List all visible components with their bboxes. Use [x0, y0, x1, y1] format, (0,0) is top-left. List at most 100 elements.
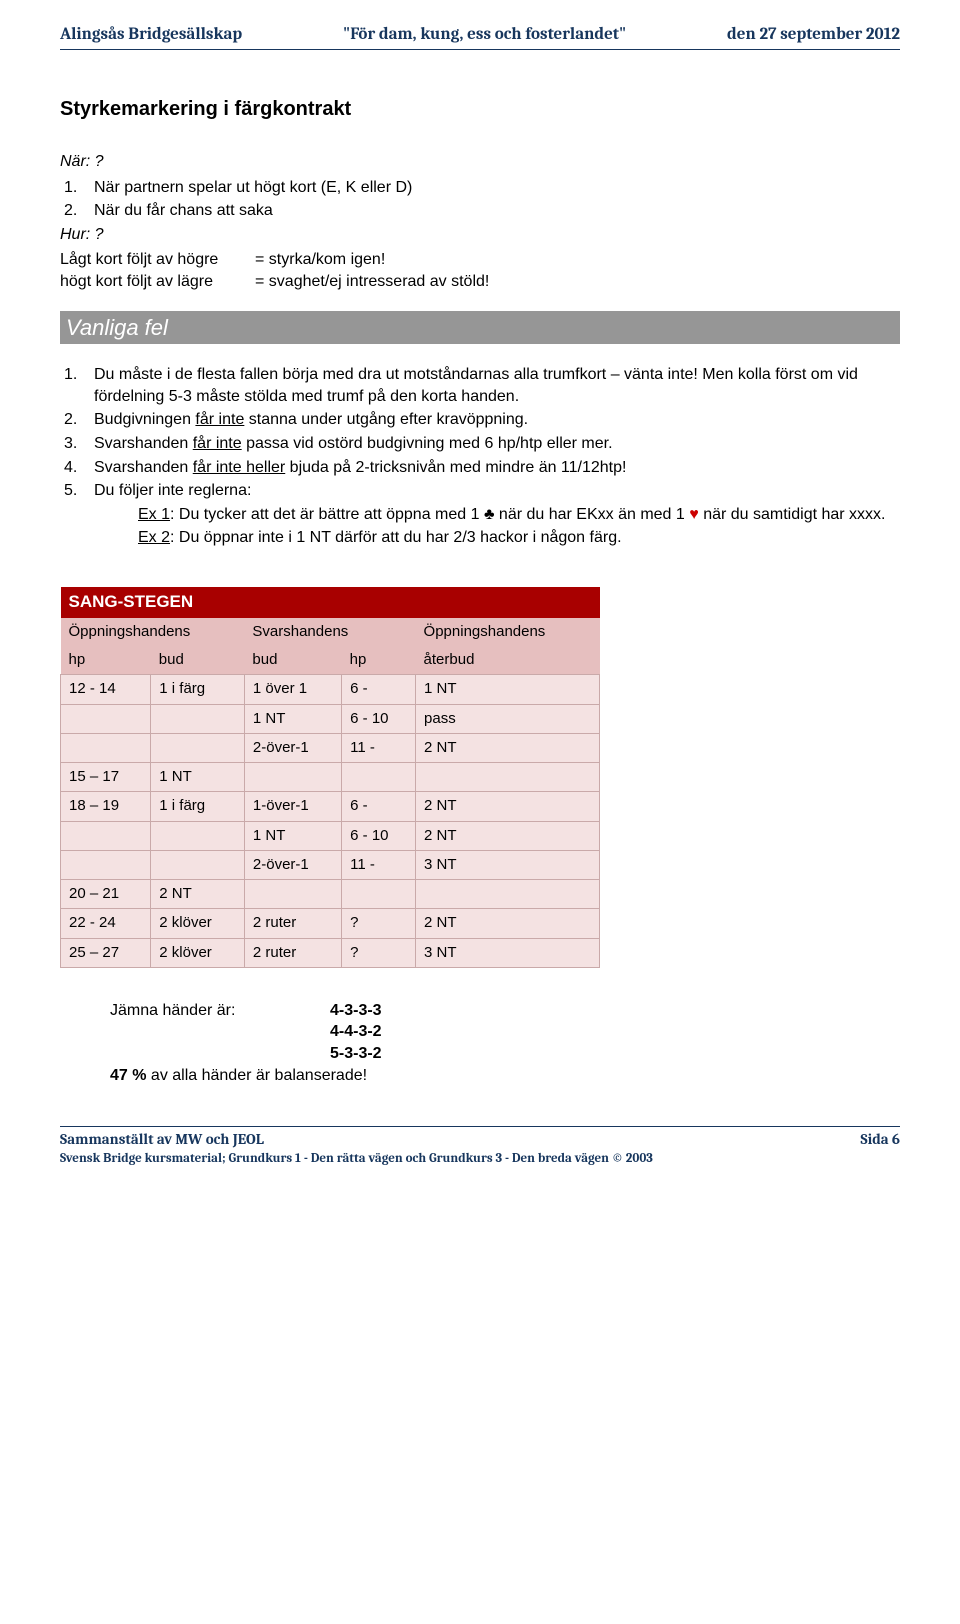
- table-cell: 1 över 1: [244, 675, 341, 704]
- table-cell: [342, 880, 416, 909]
- list-item: Svarshanden får inte heller bjuda på 2-t…: [94, 457, 900, 479]
- table-cell: 1 i färg: [151, 792, 245, 821]
- table-cell: [416, 763, 600, 792]
- col-head: bud: [244, 646, 341, 675]
- table-cell: 2 klöver: [151, 909, 245, 938]
- table-cell: 3 NT: [416, 850, 600, 879]
- table-cell: [61, 704, 151, 733]
- table-cell: 22 - 24: [61, 909, 151, 938]
- table-cell: [342, 763, 416, 792]
- table-row: 25 – 272 klöver2 ruter?3 NT: [61, 938, 600, 967]
- page-footer: Sammanställt av MW och JEOL Svensk Bridg…: [60, 1127, 900, 1167]
- footer-left-2: Svensk Bridge kursmaterial; Grundkurs 1 …: [60, 1150, 653, 1168]
- def-row: Lågt kort följt av högre = styrka/kom ig…: [60, 249, 900, 271]
- table-row: 1 NT6 - 10pass: [61, 704, 600, 733]
- table-cell: 15 – 17: [61, 763, 151, 792]
- jh-val: 4-4-3-2: [330, 1021, 382, 1043]
- table-cell: 11 -: [342, 733, 416, 762]
- table-cell: 2 ruter: [244, 909, 341, 938]
- table-cell: [244, 880, 341, 909]
- list-item: Du följer inte reglerna: Ex 1: Du tycker…: [94, 480, 900, 549]
- table-cell: [61, 821, 151, 850]
- section-banner: Vanliga fel: [60, 311, 900, 345]
- table-row: 2-över-111 -2 NT: [61, 733, 600, 762]
- table-cell: 2 NT: [151, 880, 245, 909]
- header-left: Alingsås Bridgesällskap: [60, 24, 242, 47]
- table-cell: 1 NT: [244, 821, 341, 850]
- col-group: Öppningshandens: [61, 618, 245, 646]
- list-item: Budgivningen får inte stanna under utgån…: [94, 409, 900, 431]
- jh-val: 4-3-3-3: [330, 1000, 382, 1022]
- list-item: Svarshanden får inte passa vid ostörd bu…: [94, 433, 900, 455]
- table-cell: 1 i färg: [151, 675, 245, 704]
- table-cell: [61, 850, 151, 879]
- table-cell: 1 NT: [151, 763, 245, 792]
- table-cell: 2-över-1: [244, 850, 341, 879]
- nar-list: När partnern spelar ut högt kort (E, K e…: [60, 177, 900, 222]
- table-cell: 1 NT: [416, 675, 600, 704]
- table-cell: 2 NT: [416, 909, 600, 938]
- header-right: den 27 september 2012: [727, 24, 900, 47]
- fel-list: Du måste i de flesta fallen börja med dr…: [60, 364, 900, 549]
- table-cell: [151, 733, 245, 762]
- header-center: "För dam, kung, ess och fosterlandet": [343, 24, 626, 47]
- balance-line: 47 % av alla händer är balanserade!: [110, 1065, 900, 1087]
- table-row: 20 – 212 NT: [61, 880, 600, 909]
- sang-table: SANG-STEGEN Öppningshandens Svarshandens…: [60, 587, 600, 968]
- table-cell: 2 NT: [416, 792, 600, 821]
- table-title: SANG-STEGEN: [61, 587, 600, 618]
- nar-label: När: ?: [60, 151, 900, 173]
- sub-list: Ex 1: Du tycker att det är bättre att öp…: [94, 504, 900, 549]
- footer-left-1: Sammanställt av MW och JEOL: [60, 1129, 653, 1149]
- definitions: Lågt kort följt av högre = styrka/kom ig…: [60, 249, 900, 292]
- table-cell: ?: [342, 938, 416, 967]
- table-cell: 25 – 27: [61, 938, 151, 967]
- jh-val: 5-3-3-2: [330, 1043, 382, 1065]
- def-lhs: Lågt kort följt av högre: [60, 249, 255, 271]
- table-cell: [244, 763, 341, 792]
- section-title: Styrkemarkering i färgkontrakt: [60, 96, 900, 123]
- table-cell: 2 ruter: [244, 938, 341, 967]
- table-cell: 6 - 10: [342, 821, 416, 850]
- list-item: När partnern spelar ut högt kort (E, K e…: [94, 177, 900, 199]
- table-row: 2-över-111 -3 NT: [61, 850, 600, 879]
- table-cell: [151, 821, 245, 850]
- table-cell: 6 - 10: [342, 704, 416, 733]
- list-item: Du måste i de flesta fallen börja med dr…: [94, 364, 900, 407]
- table-cell: 6 -: [342, 675, 416, 704]
- footer-page-num: Sida 6: [860, 1129, 900, 1167]
- table-cell: 12 - 14: [61, 675, 151, 704]
- col-head: återbud: [416, 646, 600, 675]
- table-row: 12 - 141 i färg1 över 16 -1 NT: [61, 675, 600, 704]
- table-row: 22 - 242 klöver2 ruter?2 NT: [61, 909, 600, 938]
- example-row: Ex 1: Du tycker att det är bättre att öp…: [138, 504, 900, 526]
- table-cell: 18 – 19: [61, 792, 151, 821]
- def-lhs: högt kort följt av lägre: [60, 271, 255, 293]
- hur-label: Hur: ?: [60, 224, 900, 246]
- heart-icon: ♥: [689, 506, 699, 523]
- example-row: Ex 2: Du öppnar inte i 1 NT därför att d…: [138, 527, 900, 549]
- table-row: 15 – 171 NT: [61, 763, 600, 792]
- col-group: Öppningshandens: [416, 618, 600, 646]
- col-head: hp: [61, 646, 151, 675]
- table-cell: 1-över-1: [244, 792, 341, 821]
- table-cell: 11 -: [342, 850, 416, 879]
- def-rhs: = styrka/kom igen!: [255, 249, 385, 271]
- def-row: högt kort följt av lägre = svaghet/ej in…: [60, 271, 900, 293]
- table-cell: 20 – 21: [61, 880, 151, 909]
- col-head: hp: [342, 646, 416, 675]
- table-cell: pass: [416, 704, 600, 733]
- table-cell: 2 NT: [416, 733, 600, 762]
- jh-label: Jämna händer är:: [110, 1000, 330, 1022]
- col-head: bud: [151, 646, 245, 675]
- table-cell: 3 NT: [416, 938, 600, 967]
- table-cell: 2 klöver: [151, 938, 245, 967]
- table-cell: 2 NT: [416, 821, 600, 850]
- col-group: Svarshandens: [244, 618, 415, 646]
- club-icon: ♣: [484, 506, 495, 523]
- table-cell: [416, 880, 600, 909]
- footer-info: Jämna händer är: 4-3-3-3 4-4-3-2 5-3-3-2…: [110, 1000, 900, 1086]
- def-rhs: = svaghet/ej intresserad av stöld!: [255, 271, 489, 293]
- table-row: 1 NT6 - 102 NT: [61, 821, 600, 850]
- table-cell: [151, 704, 245, 733]
